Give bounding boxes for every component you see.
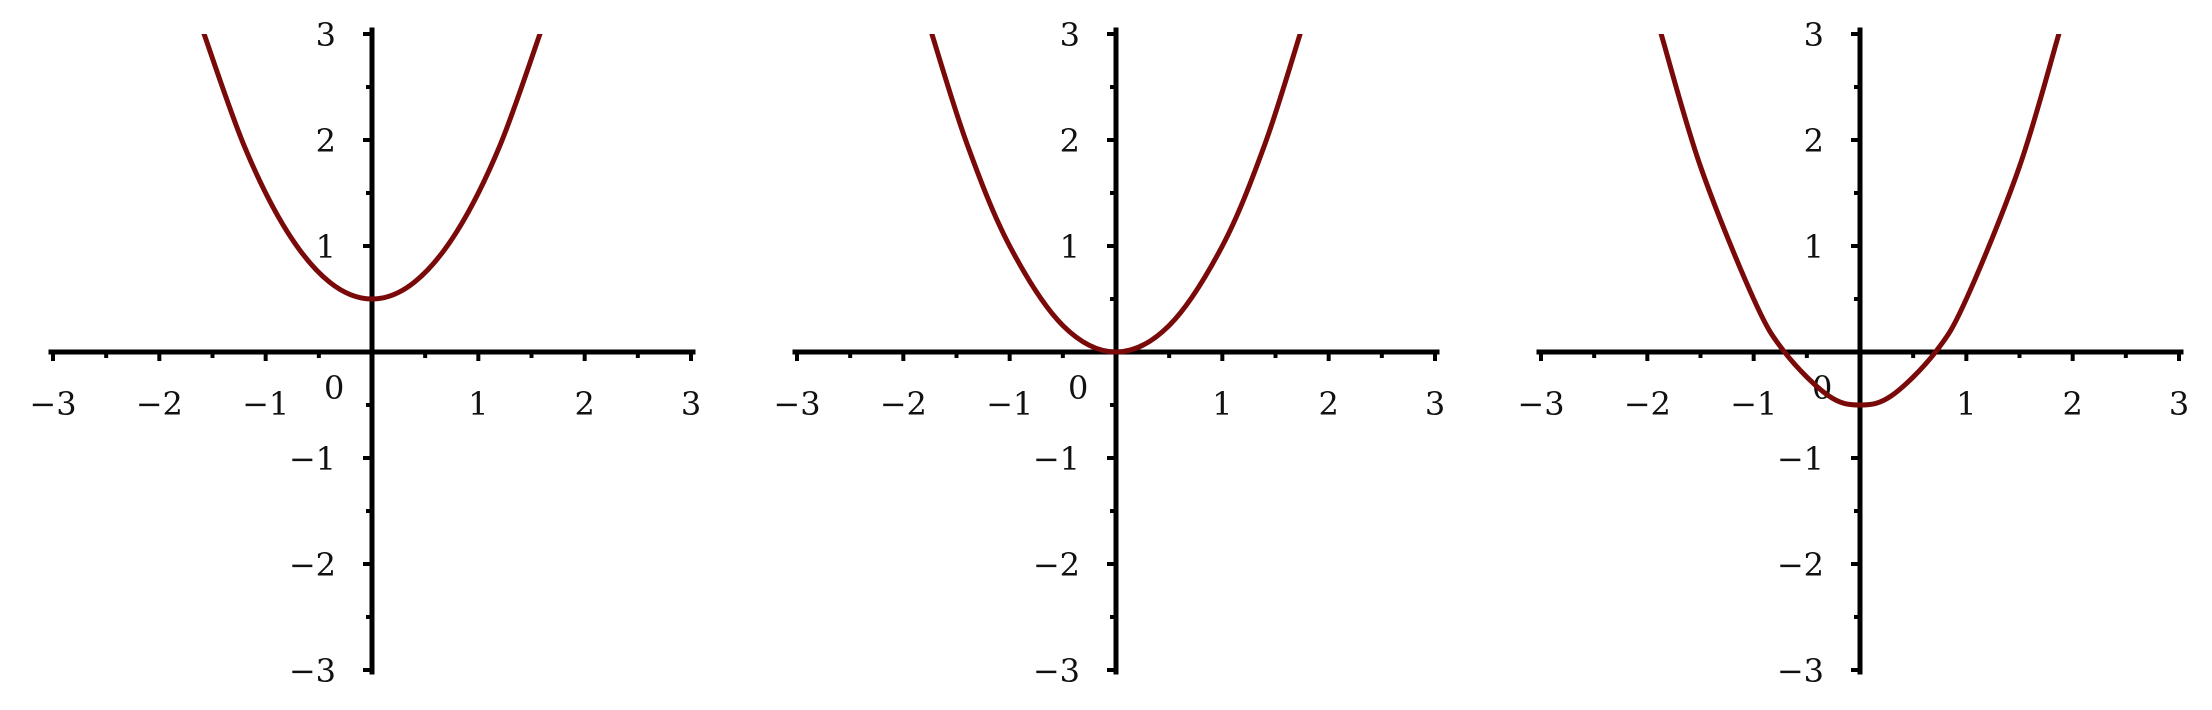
y-tick-label: 2	[316, 122, 336, 160]
y-tick-label: 3	[1060, 16, 1080, 54]
x-tick-label: 3	[1425, 385, 1445, 423]
x-tick-label: 1	[468, 385, 488, 423]
y-tick-label: −3	[1033, 652, 1080, 690]
y-tick-label: 1	[1060, 228, 1080, 266]
x-tick-label: −3	[29, 385, 76, 423]
y-tick-label: 3	[1804, 16, 1824, 54]
series-curve-1	[201, 34, 543, 302]
chart-panel-1: −3 −2 −1 1 2 3 −3 −2 −1 1 2 3 0	[29, 16, 701, 690]
y-tick-label: −3	[1777, 652, 1824, 690]
y-tick-label: −3	[289, 652, 336, 690]
series-curve-1	[1658, 34, 2062, 408]
y-tick-label: 1	[316, 228, 336, 266]
y-tick-label: −2	[1777, 546, 1824, 584]
series-curve-1	[929, 34, 1303, 355]
x-tick-label: −1	[986, 385, 1033, 423]
x-tick-label: 1	[1956, 385, 1976, 423]
x-tick-label: −1	[1730, 385, 1777, 423]
x-tick-label: 3	[681, 385, 701, 423]
y-tick-label: −1	[1033, 440, 1080, 478]
y-tick-label: −1	[289, 440, 336, 478]
x-tick-label: −2	[880, 385, 927, 423]
y-tick-label: −1	[1777, 440, 1824, 478]
y-tick-label: 2	[1804, 122, 1824, 160]
y-tick-label: 3	[316, 16, 336, 54]
x-tick-label: −3	[773, 385, 820, 423]
x-tick-label: 1	[1212, 385, 1232, 423]
origin-label: 0	[1068, 369, 1088, 407]
y-tick-label: −2	[289, 546, 336, 584]
y-tick-label: 1	[1804, 228, 1824, 266]
x-tick-label: −1	[242, 385, 289, 423]
x-tick-label: −3	[1517, 385, 1564, 423]
x-tick-label: 2	[2062, 385, 2082, 423]
x-tick-label: −2	[136, 385, 183, 423]
origin-label: 0	[324, 369, 344, 407]
x-tick-label: 2	[574, 385, 594, 423]
y-tick-label: −2	[1033, 546, 1080, 584]
x-tick-label: −2	[1624, 385, 1671, 423]
chart-panel-2: −3 −2 −1 1 2 3 −3 −2 −1 1 2 3 0	[773, 16, 1445, 690]
y-tick-label: 2	[1060, 122, 1080, 160]
x-tick-label: 3	[2169, 385, 2189, 423]
x-tick-label: 2	[1318, 385, 1338, 423]
